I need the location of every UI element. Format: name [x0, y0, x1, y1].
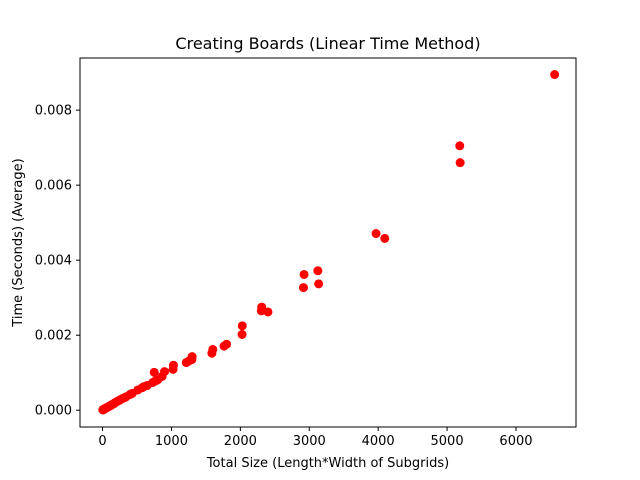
- data-point: [455, 158, 465, 168]
- x-tick-label: 0: [98, 434, 106, 449]
- y-tick-label: 0.008: [35, 104, 72, 119]
- data-point: [237, 321, 247, 331]
- chart-title: Creating Boards (Linear Time Method): [175, 34, 480, 53]
- x-tick-label: 6000: [499, 434, 532, 449]
- data-point: [160, 367, 170, 377]
- data-point: [371, 229, 381, 239]
- data-point: [222, 339, 232, 349]
- data-point: [263, 307, 273, 317]
- data-point: [550, 70, 560, 80]
- y-tick-label: 0.006: [35, 179, 72, 194]
- y-tick-label: 0.000: [35, 404, 72, 419]
- x-axis-label: Total Size (Length*Width of Subgrids): [206, 456, 449, 471]
- x-tick-label: 5000: [431, 434, 464, 449]
- x-tick-label: 1000: [155, 434, 188, 449]
- data-point: [298, 283, 308, 293]
- data-points: [98, 70, 560, 415]
- data-point: [380, 233, 390, 243]
- data-point: [314, 279, 324, 289]
- data-point: [257, 302, 267, 312]
- data-point: [237, 329, 247, 339]
- x-tick-label: 2000: [224, 434, 257, 449]
- x-tick-label: 4000: [362, 434, 395, 449]
- y-tick-label: 0.002: [35, 329, 72, 344]
- y-axis-label: Time (Seconds) (Average): [11, 158, 26, 327]
- data-point: [168, 360, 178, 370]
- y-axis-ticks: 0.000 0.002 0.004 0.006 0.008: [35, 104, 80, 419]
- data-point: [313, 266, 323, 276]
- data-point: [187, 352, 197, 362]
- data-point: [149, 367, 159, 377]
- data-point: [208, 344, 218, 354]
- x-tick-label: 3000: [293, 434, 326, 449]
- data-point: [299, 269, 309, 279]
- data-point: [455, 141, 465, 151]
- plot-frame: [79, 57, 577, 428]
- x-axis-ticks: 0 1000 2000 3000 4000 5000 6000: [98, 427, 533, 449]
- y-tick-label: 0.004: [35, 254, 72, 269]
